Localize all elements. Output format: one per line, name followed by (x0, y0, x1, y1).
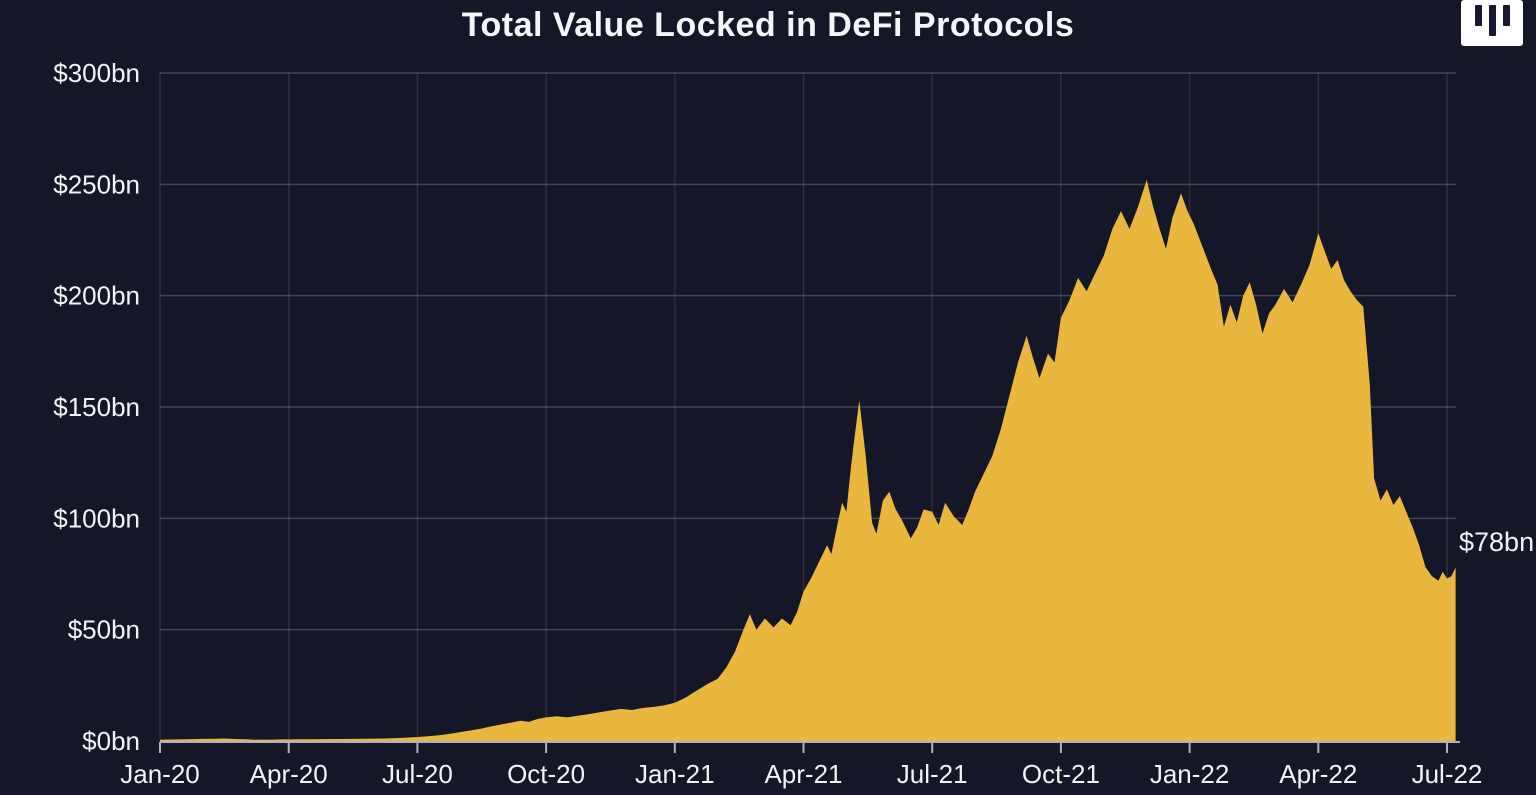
x-tick-label: Jul-21 (897, 759, 968, 789)
x-tick-label: Oct-21 (1022, 759, 1100, 789)
x-tick-label: Apr-22 (1279, 759, 1357, 789)
x-tick-label: Jul-20 (382, 759, 453, 789)
tvl-area-series (160, 179, 1456, 741)
pitchbook-logo (1461, 0, 1523, 46)
x-tick-label: Apr-21 (764, 759, 842, 789)
y-tick-label: $250bn (53, 169, 140, 199)
logo-bar-middle (1488, 5, 1496, 36)
chart-title: Total Value Locked in DeFi Protocols (461, 6, 1075, 44)
x-tick-label: Jan-20 (120, 759, 200, 789)
logo-bar-right (1502, 5, 1510, 26)
y-tick-label: $150bn (53, 392, 140, 422)
y-tick-label: $50bn (68, 615, 140, 645)
x-tick-label: Apr-20 (250, 759, 328, 789)
x-tick-label: Jan-21 (635, 759, 715, 789)
logo-bar-left (1474, 5, 1482, 26)
x-tick-label: Jul-22 (1412, 759, 1483, 789)
x-tick-label: Oct-20 (507, 759, 585, 789)
last-value-annotation: $78bn (1459, 527, 1535, 557)
x-tick-label: Jan-22 (1150, 759, 1230, 789)
y-tick-label: $100bn (53, 503, 140, 533)
y-tick-label: $300bn (53, 58, 140, 88)
y-tick-label: $0bn (82, 726, 140, 756)
y-tick-label: $200bn (53, 281, 140, 311)
